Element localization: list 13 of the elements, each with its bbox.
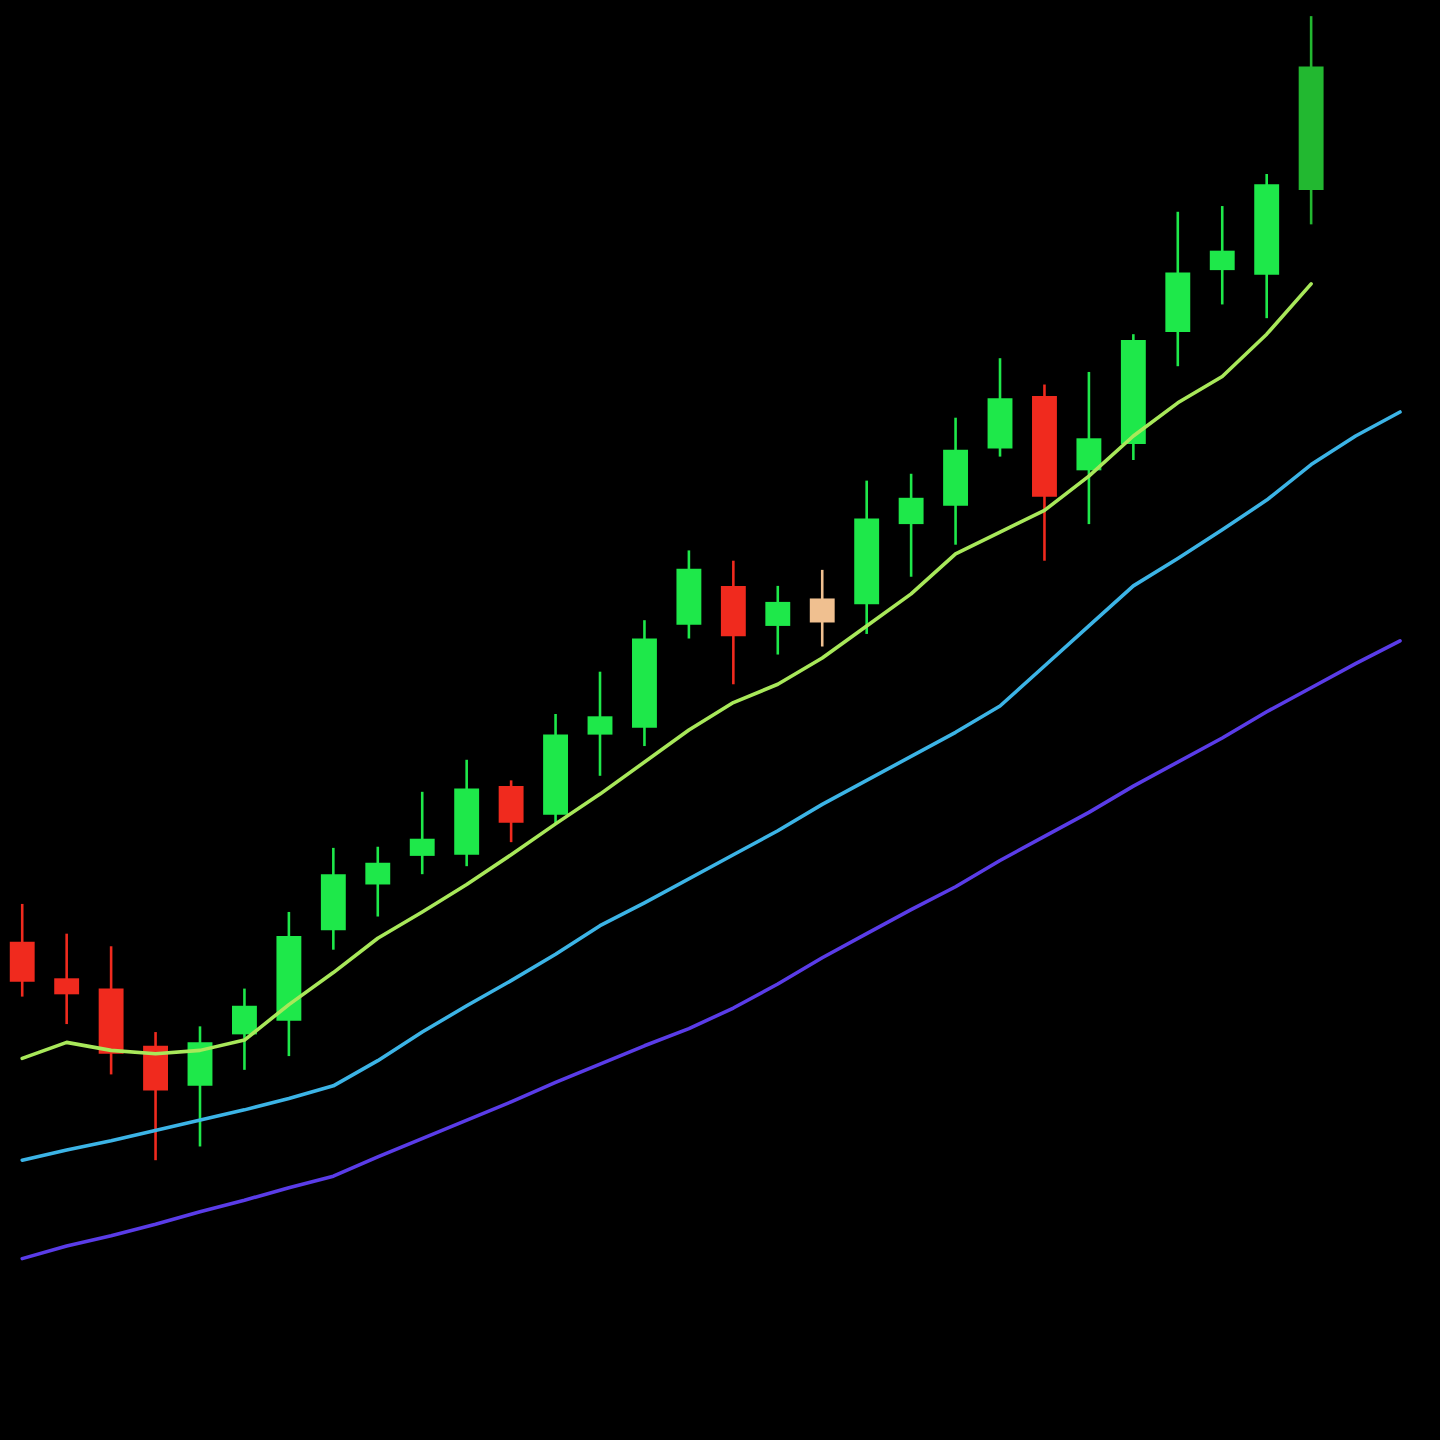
candlestick bbox=[898, 472, 924, 579]
candlestick bbox=[498, 779, 524, 844]
candlestick bbox=[587, 670, 613, 778]
candlestick bbox=[1209, 204, 1235, 306]
candlestick bbox=[9, 902, 35, 998]
candlestick bbox=[1076, 370, 1102, 526]
candlestick bbox=[809, 568, 835, 648]
candlestick bbox=[232, 987, 257, 1072]
candlestick bbox=[365, 845, 391, 918]
candlestick bbox=[765, 584, 791, 656]
candlestick bbox=[54, 932, 80, 1026]
candlestick bbox=[409, 790, 435, 876]
candlestick bbox=[143, 1030, 168, 1162]
